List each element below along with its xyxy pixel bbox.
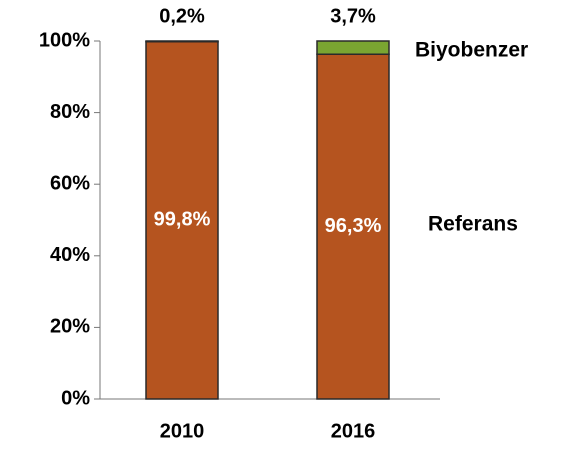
x-tick-label: 2016 [331, 420, 376, 442]
legend-label: Biyobenzer [415, 39, 528, 62]
data-label: 3,7% [330, 5, 376, 27]
data-label: 99,8% [154, 209, 211, 231]
bar-segment [316, 53, 390, 400]
y-tick-label: 80% [50, 101, 90, 123]
x-tick-label: 2010 [160, 420, 205, 442]
data-label: 0,2% [159, 5, 205, 27]
y-tick-label: 0% [61, 387, 90, 409]
bar-segment [316, 40, 390, 55]
bar-segment [145, 40, 219, 400]
data-label: 96,3% [325, 215, 382, 237]
y-tick-label: 20% [50, 316, 90, 338]
y-tick-label: 40% [50, 244, 90, 266]
legend-label: Referans [428, 213, 518, 236]
bar-segment [145, 40, 219, 43]
y-tick-label: 60% [50, 172, 90, 194]
y-tick-label: 100% [39, 29, 90, 51]
